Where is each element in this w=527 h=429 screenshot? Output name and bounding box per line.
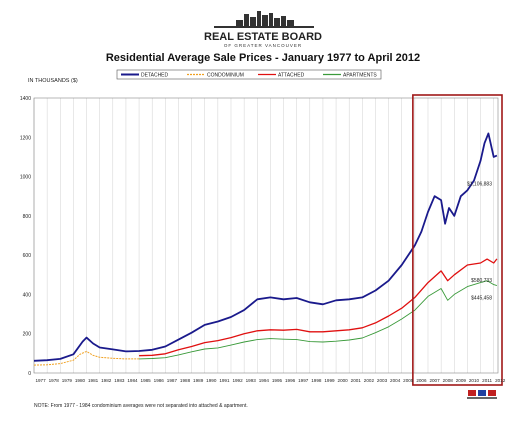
annotation-label: $445,458: [471, 296, 492, 302]
y-tick-label: 1200: [20, 135, 31, 141]
logo-subtext: OF GREATER VANCOUVER: [224, 43, 302, 48]
chart-title: Residential Average Sale Prices - Januar…: [106, 52, 420, 64]
legend-box: [116, 69, 382, 80]
x-tick-label: 1994: [259, 378, 270, 383]
x-tick-label: 1993: [246, 378, 257, 383]
x-tick-label: 1980: [75, 378, 86, 383]
x-tick-label: 1985: [141, 378, 152, 383]
y-tick-label: 1400: [20, 96, 31, 102]
x-tick-label: 2009: [456, 378, 467, 383]
x-tick-label: 2002: [364, 378, 375, 383]
x-tick-label: 1983: [114, 378, 125, 383]
x-tick-label: 2001: [351, 378, 362, 383]
series-line-condominium: [33, 350, 140, 366]
y-ticks: 0 200 400 600 800 1000 1200 1400: [20, 96, 31, 377]
legend-label: APARTMENTS: [343, 73, 377, 79]
x-tick-label: 1986: [154, 378, 165, 383]
x-tick-label: 1990: [206, 378, 217, 383]
y-tick-label: 400: [23, 292, 32, 298]
x-tick-label: 1998: [311, 378, 322, 383]
skyline-icon: [214, 11, 314, 28]
x-tick-label: 2003: [377, 378, 388, 383]
footer-logos-icon: [467, 390, 497, 399]
x-tick-label: 2000: [338, 378, 349, 383]
x-tick-label: 1989: [193, 378, 204, 383]
series-line-apartments: [139, 280, 498, 360]
annotations: $1,106,883 $580,733 $445,458: [467, 182, 492, 302]
x-tick-label: 2011: [482, 378, 492, 383]
x-tick-label: 2008: [443, 378, 454, 383]
annotation-label: $1,106,883: [467, 182, 492, 188]
legend-label: DETACHED: [141, 73, 169, 79]
x-tick-label: 1979: [62, 378, 73, 383]
x-tick-label: 1987: [167, 378, 178, 383]
x-tick-label: 2005: [403, 378, 414, 383]
x-tick-label: 1997: [298, 378, 309, 383]
x-tick-label: 1982: [101, 378, 112, 383]
x-ticks: 1977 1978 1979 1980 1981 1982 1983 1984 1985 1986…: [35, 378, 505, 383]
x-tick-label: 1978: [49, 378, 60, 383]
x-tick-label: 1996: [285, 378, 296, 383]
x-tick-label: 1999: [324, 378, 335, 383]
x-tick-label: 1991: [219, 378, 230, 383]
legend-label: ATTACHED: [278, 73, 305, 79]
series-line-detached: [33, 132, 498, 362]
x-tick-label: 1995: [272, 378, 283, 383]
x-tick-label: 2007: [429, 378, 440, 383]
plot-area-border: [33, 97, 499, 374]
x-tick-label: 2010: [469, 378, 480, 383]
highlight-box: [412, 94, 503, 386]
x-tick-label: 1992: [232, 378, 243, 383]
x-tick-label: 1981: [88, 378, 99, 383]
annotation-label: $580,733: [471, 278, 492, 284]
x-tick-label: 1977: [35, 378, 46, 383]
logo-text: REAL ESTATE BOARD: [204, 31, 322, 43]
series-layer: [33, 132, 498, 366]
y-tick-label: 1000: [20, 175, 31, 181]
legend: DETACHED CONDOMINIUM ATTACHED APARTMENTS: [116, 69, 382, 80]
y-tick-label: 0: [28, 371, 31, 377]
series-line-attached: [139, 258, 498, 357]
grid: [33, 98, 494, 373]
x-tick-label: 2006: [416, 378, 427, 383]
x-tick-label: 1988: [180, 378, 191, 383]
y-axis-label: IN THOUSANDS ($): [28, 78, 78, 84]
y-tick-label: 200: [23, 332, 32, 338]
footer-note: NOTE: From 1977 - 1984 condominium avera…: [34, 403, 248, 409]
y-tick-label: 600: [23, 253, 32, 259]
legend-label: CONDOMINIUM: [207, 73, 244, 79]
x-tick-label: 1984: [127, 378, 138, 383]
x-tick-label: 2012: [495, 378, 506, 383]
y-tick-label: 800: [23, 214, 32, 220]
logo: REAL ESTATE BOARD OF GREATER VANCOUVER: [204, 11, 322, 48]
x-tick-label: 2004: [390, 378, 401, 383]
